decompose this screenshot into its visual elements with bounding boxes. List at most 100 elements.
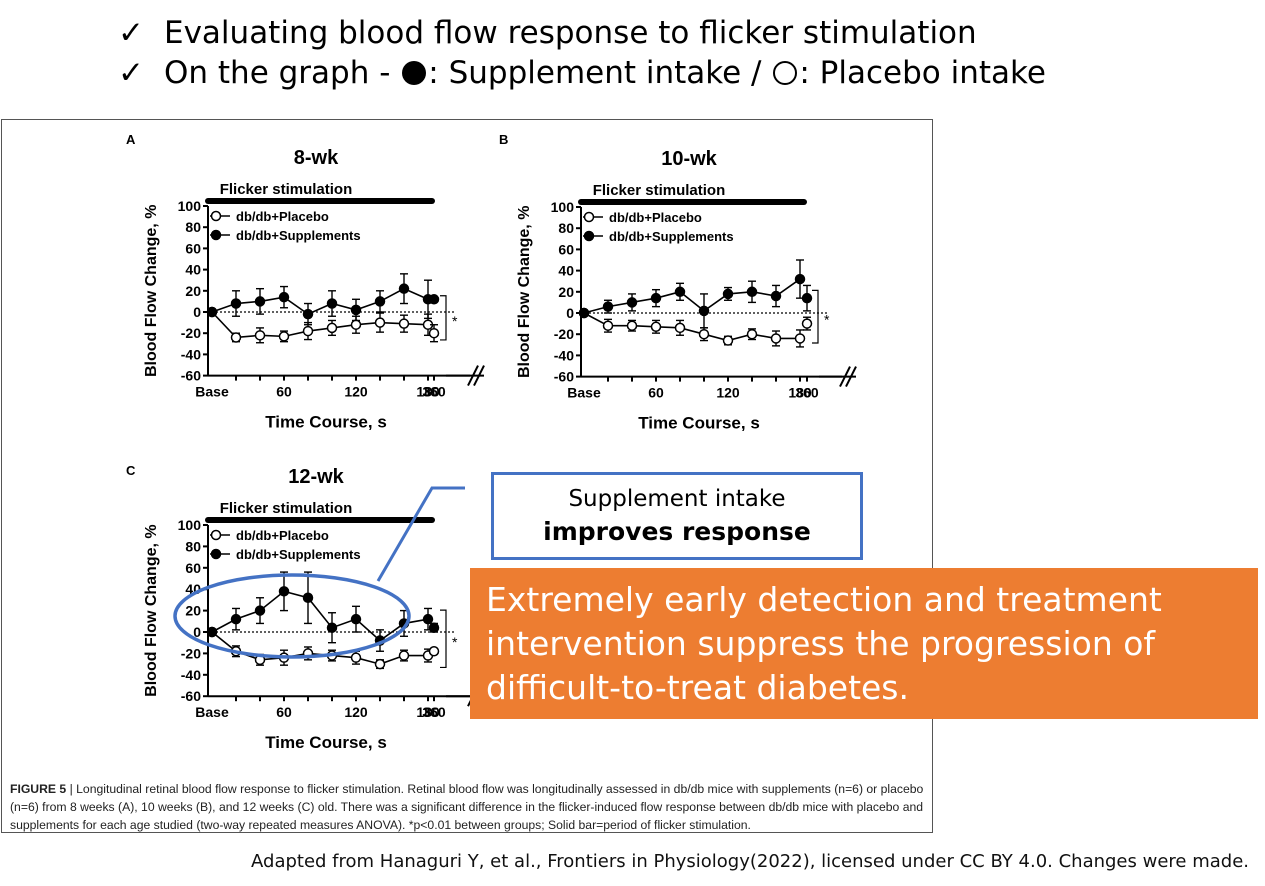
figure-caption: FIGURE 5 | Longitudinal retinal blood fl…: [10, 780, 928, 834]
flicker-bar-label: Flicker stimulation: [593, 182, 726, 199]
data-point-supplements: [254, 605, 266, 616]
data-point-placebo: [626, 320, 638, 331]
data-point-supplements: [230, 613, 242, 625]
data-point-placebo: [230, 332, 242, 343]
legend-entry: db/db+Supplements: [609, 229, 734, 244]
significance-marker: *: [452, 313, 458, 329]
legend-marker: [210, 548, 222, 560]
significance-bracket: [440, 295, 447, 341]
data-point-placebo: [374, 658, 386, 670]
y-tick-label: 20: [558, 284, 574, 300]
data-point-placebo: [746, 328, 758, 340]
x-tick-label: 180: [788, 385, 812, 401]
data-point-supplements: [746, 286, 758, 298]
data-point-supplements: [230, 298, 242, 309]
legend-entry: db/db+Supplements: [236, 228, 361, 243]
data-point-supplements: [254, 296, 266, 307]
data-point-placebo: [650, 321, 662, 333]
data-point-placebo: [326, 322, 338, 334]
chart-panel-a: A 8-wk Flicker stimulation 100 80 60 40 20 0 -20 -…: [126, 132, 485, 432]
y-tick-label: 80: [185, 219, 201, 235]
y-tick-label: -20: [181, 645, 201, 661]
y-tick-label: 40: [185, 581, 201, 597]
data-point-placebo: [602, 320, 614, 331]
y-tick-label: 100: [178, 198, 202, 214]
data-point-supplements: [278, 586, 290, 597]
y-tick-label: -60: [554, 369, 574, 385]
y-tick-label: 100: [551, 199, 575, 215]
bullet-2-supplement: : Supplement intake /: [428, 55, 772, 91]
bullet-2-placebo: : Placebo intake: [799, 55, 1046, 91]
chart-title: 8-wk: [294, 147, 339, 169]
x-tick-label: 60: [276, 384, 292, 400]
data-point-placebo: [398, 650, 410, 661]
checkmark-icon: ✓: [118, 55, 144, 91]
significance-bracket: [440, 609, 447, 669]
data-point-supplements: [698, 305, 710, 317]
series-line-placebo: [583, 312, 800, 342]
series-line-supplements: [211, 287, 429, 316]
data-point-placebo: [428, 327, 440, 339]
panel-letter: B: [499, 132, 508, 147]
series-line-placebo: [211, 631, 428, 665]
legend-entry: db/db+Supplements: [236, 547, 361, 562]
x-tick-label: Base: [195, 384, 229, 400]
x-tick-label: 360: [422, 704, 446, 720]
y-tick-label: 60: [558, 241, 574, 257]
data-point-supplements: [302, 308, 314, 320]
legend-marker: [210, 229, 222, 241]
data-point-placebo: [278, 652, 290, 663]
data-point-placebo: [698, 328, 710, 340]
data-point-supplements: [278, 291, 290, 303]
y-tick-label: 20: [185, 603, 201, 619]
data-point-supplements: [302, 592, 314, 604]
data-point-placebo: [398, 318, 410, 329]
x-tick-label: 60: [648, 385, 664, 401]
data-point-supplements: [650, 292, 662, 304]
data-point-supplements: [801, 292, 813, 304]
data-point-supplements: [350, 304, 362, 316]
y-tick-label: 40: [558, 263, 574, 279]
data-point-supplements: [770, 290, 782, 302]
data-point-supplements: [374, 635, 386, 646]
bullet-1-text: Evaluating blood flow response to flicke…: [164, 15, 977, 51]
data-point-supplements: [398, 283, 410, 294]
axis-break-mark: [845, 366, 857, 388]
legend-marker: [210, 529, 222, 541]
y-tick-label: -40: [554, 347, 574, 363]
x-tick-label: 180: [416, 704, 440, 720]
x-tick-label: 360: [795, 385, 819, 401]
x-tick-label: 180: [416, 384, 440, 400]
chart-panel-b: B 10-wk Flicker stimulation 100 80 60 40 20 0 -20…: [499, 132, 857, 433]
y-tick-label: 40: [185, 262, 201, 278]
legend-marker: [583, 230, 595, 242]
significance-bracket: [812, 289, 819, 344]
x-axis-label: Time Course, s: [265, 733, 387, 752]
data-point-supplements: [674, 286, 686, 298]
x-tick-label: 120: [344, 384, 368, 400]
data-point-supplements: [422, 613, 434, 625]
checkmark-icon: ✓: [118, 15, 144, 51]
data-point-supplements: [398, 618, 410, 629]
caption-figure-label: FIGURE 5: [10, 782, 67, 796]
legend-marker: [583, 211, 595, 223]
y-tick-label: 100: [178, 517, 202, 533]
data-point-placebo: [230, 646, 242, 657]
axis-break-mark: [473, 365, 485, 387]
data-point-supplements: [326, 622, 338, 633]
open-circle-icon: [773, 61, 798, 85]
y-tick-label: 20: [185, 283, 201, 299]
conclusion-text: Extremely early detection and treatment …: [486, 580, 1162, 707]
x-axis-label: Time Course, s: [638, 414, 760, 433]
attribution-footer: Adapted from Hanaguri Y, et al., Frontie…: [251, 851, 1249, 872]
series-line-supplements: [211, 590, 429, 642]
callout-box: Supplement intake improves response: [491, 472, 863, 560]
data-point-placebo: [350, 652, 362, 663]
y-tick-label: 0: [193, 304, 201, 320]
flicker-bar-label: Flicker stimulation: [220, 500, 353, 517]
data-point-supplements: [326, 298, 338, 309]
data-point-placebo: [302, 648, 314, 659]
caption-text: | Longitudinal retinal blood flow respon…: [10, 782, 924, 832]
filled-circle-icon: [402, 61, 427, 85]
data-point-supplements: [578, 307, 590, 319]
